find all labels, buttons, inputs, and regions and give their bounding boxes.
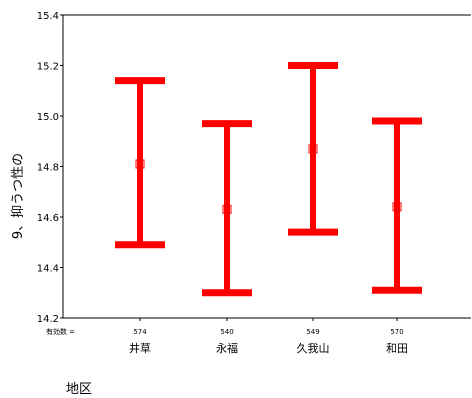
y-tick-label: 15.0: [37, 112, 59, 123]
error-bar: [372, 117, 422, 294]
y-tick-label: 14.4: [37, 264, 59, 275]
x-category-label: 久我山: [297, 342, 330, 355]
error-bar: [115, 77, 165, 249]
error-bars: [115, 62, 422, 297]
x-count-label: 549: [306, 328, 319, 336]
x-axis: 574 井草 540 永福 549 久我山 570 和田: [129, 318, 408, 355]
y-tick-label: 14.8: [37, 163, 59, 174]
n-prefix-label: 有効数 =: [46, 327, 75, 336]
y-tick-label: 15.2: [37, 62, 59, 73]
mean-marker: [392, 202, 402, 212]
y-tick-label: 15.4: [37, 11, 59, 22]
x-count-label: 574: [133, 328, 147, 336]
x-category-label: 永福: [216, 341, 238, 355]
y-tick-label: 14.2: [37, 314, 59, 325]
x-count-label: 570: [390, 328, 403, 336]
mean-marker: [222, 204, 232, 214]
y-tick-label: 14.6: [37, 213, 59, 224]
error-bar: [202, 120, 252, 297]
x-category-label: 和田: [386, 342, 408, 355]
x-category-label: 井草: [129, 341, 151, 355]
mean-marker: [135, 159, 145, 169]
error-bar: [288, 62, 338, 236]
y-axis: 14.2 14.4 14.6 14.8 15.0 15.2 15.4: [37, 11, 63, 325]
plot-frame: [62, 14, 471, 319]
x-count-label: 540: [220, 328, 233, 336]
mean-marker: [308, 144, 318, 154]
x-axis-title: 地区: [66, 382, 92, 397]
y-axis-title: 9、抑うつ性の: [11, 153, 26, 239]
